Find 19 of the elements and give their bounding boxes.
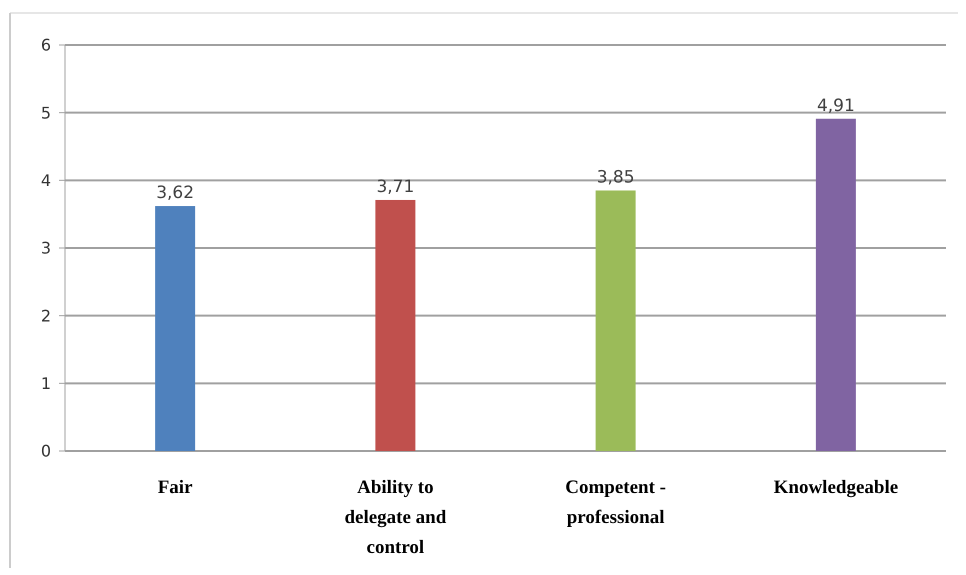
y-tick-label: 6 xyxy=(40,36,51,55)
y-tick-label: 0 xyxy=(40,442,51,461)
x-tick-label: Ability to delegate and control xyxy=(344,477,447,558)
bar xyxy=(375,200,416,451)
y-tick-label: 4 xyxy=(40,170,51,190)
bar xyxy=(155,206,196,451)
y-tick-label: 2 xyxy=(40,306,51,326)
x-tick-label: Knowledgeable xyxy=(774,477,898,498)
bar xyxy=(596,190,636,451)
y-tick-label: 5 xyxy=(40,103,51,122)
y-tick-label: 3 xyxy=(40,238,51,258)
data-label: 3,71 xyxy=(376,176,414,197)
data-label: 4,91 xyxy=(816,96,855,116)
y-tick-label: 1 xyxy=(40,374,51,393)
data-label: 3,62 xyxy=(156,183,194,204)
bar xyxy=(816,118,856,451)
x-tick-label: Competent - professional xyxy=(565,477,666,528)
data-label: 3,85 xyxy=(596,167,635,188)
x-tick-label: Fair xyxy=(158,477,194,498)
